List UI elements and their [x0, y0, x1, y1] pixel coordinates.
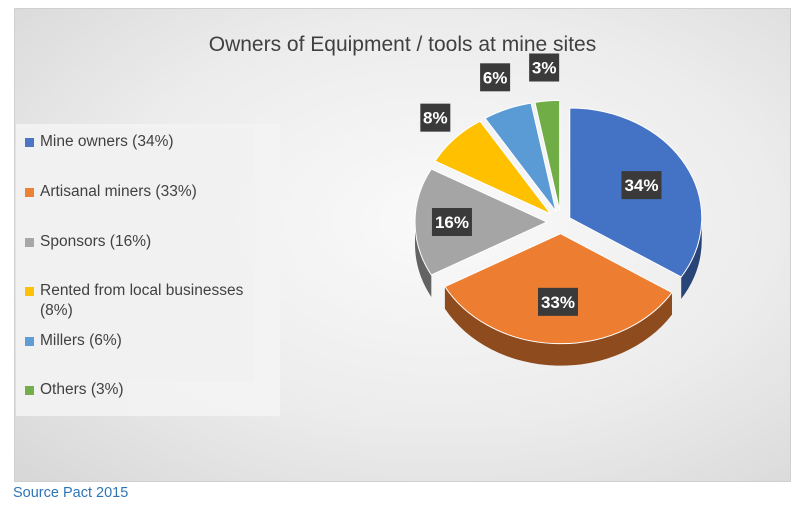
data-label-box: [537, 287, 578, 316]
pie-slices: [414, 99, 703, 345]
data-label-artisanal-miners: 33%: [537, 287, 578, 316]
data-label-box: [431, 208, 472, 236]
legend-swatch-mine-owners: [25, 138, 34, 147]
pie-wall-mine-owners: [681, 217, 702, 299]
data-label-box: [529, 53, 560, 82]
data-label-text: 8%: [423, 109, 448, 128]
legend-item-millers: Millers (6%): [25, 331, 280, 351]
legend-swatch-rented: [25, 287, 34, 296]
legend-item-artisanal-miners: Artisanal miners (33%): [25, 182, 280, 202]
legend-swatch-artisanal-miners: [25, 188, 34, 197]
pie-data-labels: 34% 33% 16% 8% 6% 3%: [420, 53, 662, 316]
data-label-text: 3%: [532, 58, 557, 77]
legend-item-mine-owners: Mine owners (34%): [25, 132, 280, 152]
legend-label: Others (3%): [40, 381, 124, 398]
data-label-text: 6%: [483, 68, 508, 87]
legend-item-others: Others (3%): [25, 380, 280, 400]
legend-swatch-sponsors: [25, 238, 34, 247]
data-label-text: 16%: [435, 213, 469, 232]
pie-chart: 34% 33% 16% 8% 6% 3%: [414, 53, 703, 366]
legend-label: Mine owners (34%): [40, 133, 174, 150]
pie-wall-sponsors: [415, 222, 432, 297]
pie-slice-sponsors: [414, 168, 549, 276]
chart-legend: Mine owners (34%) Artisanal miners (33%)…: [16, 124, 280, 416]
data-label-millers: 6%: [480, 63, 511, 92]
legend-item-rented: Rented from local businesses (8%): [25, 281, 280, 321]
legend-label: Artisanal miners (33%): [40, 183, 197, 200]
legend-swatch-others: [25, 386, 34, 395]
data-label-box: [420, 103, 451, 132]
legend-item-sponsors: Sponsors (16%): [25, 232, 280, 252]
legend-swatch-millers: [25, 337, 34, 346]
data-label-sponsors: 16%: [431, 208, 472, 236]
pie-slice-millers: [484, 102, 557, 212]
data-label-mine-owners: 34%: [621, 171, 662, 200]
data-label-box: [480, 63, 511, 92]
legend-label: Sponsors (16%): [40, 233, 152, 250]
data-label-text: 34%: [624, 176, 658, 195]
data-label-box: [621, 171, 662, 200]
pie-slice-others: [534, 99, 561, 211]
pie-slice-rented-from-local-businesses: [434, 120, 552, 215]
pie-side-walls: [415, 217, 702, 366]
legend-label: Millers (6%): [40, 332, 122, 349]
data-label-rented-from-local-businesses: 8%: [420, 103, 451, 132]
source-caption: Source Pact 2015: [13, 485, 129, 501]
chart-title: Owners of Equipment / tools at mine site…: [208, 33, 597, 56]
pie-wall-artisanal-miners: [444, 286, 673, 366]
data-label-text: 33%: [541, 293, 575, 312]
legend-label: Rented from local businesses (8%): [40, 282, 244, 319]
data-label-others: 3%: [529, 53, 560, 82]
chart-area: Owners of Equipment / tools at mine site…: [14, 8, 791, 482]
